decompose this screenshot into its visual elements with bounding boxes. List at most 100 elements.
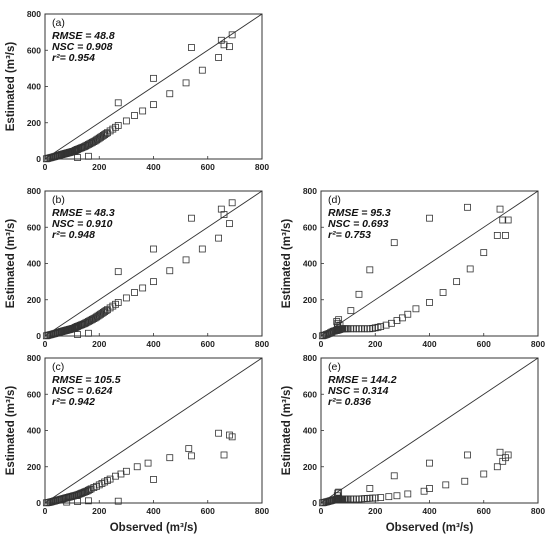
data-point — [150, 476, 157, 483]
data-point — [466, 265, 474, 273]
panel-a: 0 200 400 600 800 0 200 400 600 800 Estimated (m³/… — [5, 9, 269, 172]
data-point — [215, 54, 223, 61]
data-point — [139, 107, 147, 115]
data-point — [188, 452, 195, 460]
x-tick-label: 600 — [477, 339, 491, 349]
data-point — [74, 498, 81, 505]
stat-line: RMSE = 48.8 — [52, 30, 115, 42]
data-point — [453, 278, 461, 286]
stat-line: NSC = 0.908 — [52, 41, 113, 53]
data-point — [228, 31, 236, 39]
data-point — [461, 477, 469, 485]
stat-line: NSC = 0.910 — [52, 218, 113, 230]
data-point — [114, 122, 122, 129]
data-point — [496, 448, 504, 456]
data-point — [220, 451, 228, 459]
data-point — [133, 463, 141, 471]
data-point — [114, 497, 122, 505]
panel-label: (c) — [52, 361, 64, 373]
y-tick-label: 600 — [303, 389, 317, 399]
y-tick-label: 800 — [303, 186, 317, 196]
y-tick-label: 200 — [27, 295, 41, 305]
panel-d: 0 200 400 600 800 0 200 400 600 800 Estimated (m³/… — [281, 186, 545, 349]
data-point — [150, 74, 157, 82]
data-point — [426, 214, 433, 222]
x-tick-label: 600 — [201, 162, 215, 172]
panel-label: (b) — [52, 194, 65, 206]
y-tick-label: 400 — [27, 426, 41, 436]
stat-line: r²= 0.954 — [52, 52, 95, 64]
data-point — [131, 289, 138, 296]
data-point — [502, 232, 509, 239]
data-point — [493, 463, 501, 471]
y-tick-label: 400 — [27, 259, 41, 269]
data-point — [464, 451, 471, 459]
data-point — [390, 472, 398, 480]
stat-line: RMSE = 105.5 — [52, 374, 121, 386]
data-point — [426, 485, 433, 492]
x-tick-label: 200 — [92, 506, 106, 516]
x-tick-label: 800 — [255, 339, 269, 349]
data-point — [504, 451, 512, 459]
data-point — [150, 278, 157, 286]
x-tick-label: 600 — [201, 506, 215, 516]
data-point — [220, 211, 228, 218]
panel-e: 0 200 400 600 800 0 200 400 600 800 Estimated (m³/… — [281, 353, 545, 534]
y-tick-label: 200 — [27, 118, 41, 128]
data-point — [366, 266, 374, 274]
data-point — [112, 472, 119, 480]
data-point — [215, 234, 223, 242]
data-point — [390, 239, 398, 247]
data-point — [188, 44, 195, 51]
data-point — [347, 307, 355, 315]
data-point — [198, 245, 206, 253]
y-axis-label: Estimated (m³/s) — [5, 219, 17, 309]
data-point — [150, 101, 157, 109]
data-point — [198, 66, 206, 74]
data-point — [333, 318, 341, 325]
x-axis-label: Observed (m³/s) — [386, 522, 474, 534]
data-point — [334, 319, 342, 327]
x-tick-label: 400 — [422, 339, 436, 349]
data-point — [393, 492, 401, 500]
data-point — [122, 294, 130, 302]
data-point — [215, 429, 223, 437]
data-point — [63, 498, 71, 506]
data-point — [496, 205, 504, 213]
stat-line: r²= 0.753 — [328, 229, 371, 241]
y-tick-label: 800 — [27, 186, 41, 196]
data-point — [166, 454, 174, 462]
y-tick-label: 0 — [36, 498, 41, 508]
data-point — [412, 305, 420, 313]
y-axis-label: Estimated (m³/s) — [281, 219, 293, 309]
data-point — [114, 99, 122, 107]
y-tick-label: 200 — [303, 295, 317, 305]
data-point — [220, 41, 228, 49]
data-point — [442, 481, 450, 489]
y-tick-label: 800 — [303, 353, 317, 363]
x-tick-label: 400 — [146, 506, 160, 516]
data-point — [426, 299, 433, 306]
data-point — [377, 494, 385, 501]
x-tick-label: 400 — [422, 506, 436, 516]
x-axis-label: Observed (m³/s) — [110, 522, 198, 534]
one-to-one-line — [44, 357, 263, 504]
y-axis-label: Estimated (m³/s) — [5, 42, 17, 132]
y-tick-label: 600 — [27, 222, 41, 232]
data-point — [226, 43, 233, 51]
x-tick-label: 800 — [531, 506, 545, 516]
data-point — [226, 220, 233, 228]
data-point — [114, 299, 122, 306]
data-point — [480, 470, 488, 478]
data-point — [426, 459, 433, 467]
y-tick-label: 600 — [303, 222, 317, 232]
data-point — [114, 268, 122, 276]
data-point — [122, 117, 130, 125]
panel-label: (d) — [328, 194, 341, 206]
data-point — [480, 249, 488, 257]
y-tick-label: 0 — [36, 154, 41, 164]
x-tick-label: 200 — [368, 506, 382, 516]
data-point — [404, 310, 412, 318]
data-point — [85, 152, 92, 160]
